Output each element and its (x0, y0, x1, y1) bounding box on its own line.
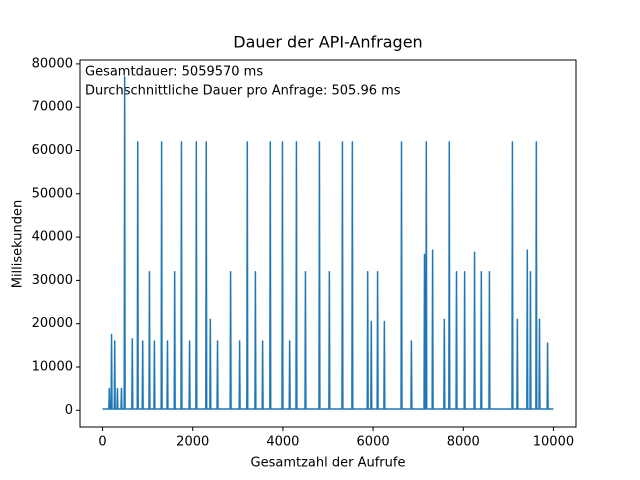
line-series (102, 76, 554, 410)
y-tick-label: 70000 (32, 100, 73, 115)
y-tick-label: 20000 (32, 316, 73, 331)
y-tick-label: 10000 (32, 359, 73, 374)
y-tick-label: 50000 (32, 186, 73, 201)
x-tick-label: 0 (98, 435, 106, 450)
chart-title: Dauer der API-Anfragen (233, 33, 422, 52)
x-tick-label: 2000 (176, 435, 209, 450)
x-tick-label: 8000 (447, 435, 480, 450)
y-tick-label: 60000 (32, 143, 73, 158)
x-axis-label: Gesamtzahl der Aufrufe (251, 456, 406, 471)
annotation: Gesamtdauer: 5059570 ms (85, 65, 263, 80)
x-tick-label: 4000 (266, 435, 299, 450)
annotation: Durchschnittliche Dauer pro Anfrage: 505… (85, 84, 401, 99)
y-tick-label: 40000 (32, 230, 73, 245)
y-tick-label: 80000 (32, 56, 73, 71)
y-axis-label: Millisekunden (11, 200, 26, 289)
x-tick-label: 6000 (357, 435, 390, 450)
plot-frame (79, 59, 577, 428)
x-tick-label: 10000 (533, 435, 574, 450)
y-tick-label: 30000 (32, 273, 73, 288)
y-tick-label: 0 (65, 403, 73, 418)
